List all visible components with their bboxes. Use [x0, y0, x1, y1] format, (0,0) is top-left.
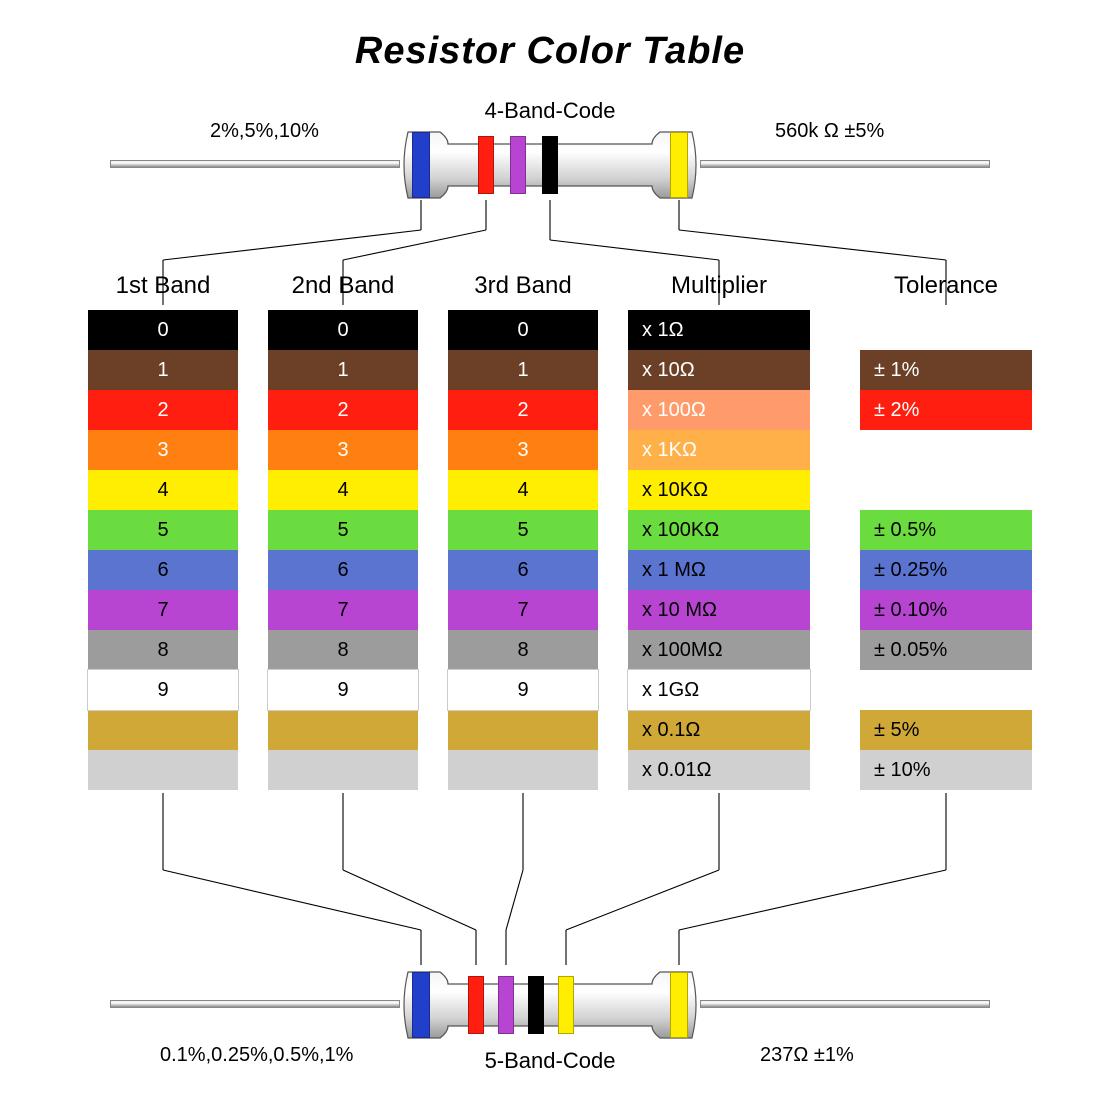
top-right-text: 560k Ω ±5% — [775, 120, 884, 143]
color-band — [478, 136, 494, 194]
column-header-b2: 2nd Band — [268, 272, 418, 300]
b2-row: 8 — [268, 630, 418, 670]
b2-row — [268, 750, 418, 790]
tolerance-row: ± 0.25% — [860, 550, 1032, 590]
column-header-mult: Multiplier — [628, 272, 810, 300]
color-band — [542, 136, 558, 194]
b2-row: 9 — [268, 670, 418, 710]
b3-row — [448, 750, 598, 790]
b1-row — [88, 710, 238, 750]
b1-row: 8 — [88, 630, 238, 670]
column-header-b1: 1st Band — [88, 272, 238, 300]
b3-row: 8 — [448, 630, 598, 670]
mult-row: x 10Ω — [628, 350, 810, 390]
color-band — [510, 136, 526, 194]
tolerance-row: ± 0.10% — [860, 590, 1032, 630]
lead-left — [110, 160, 400, 168]
mult-row: x 100KΩ — [628, 510, 810, 550]
top-left-text: 2%,5%,10% — [210, 120, 319, 143]
b1-row: 9 — [88, 670, 238, 710]
mult-row: x 1 MΩ — [628, 550, 810, 590]
bot-left-text: 0.1%,0.25%,0.5%,1% — [160, 1044, 353, 1067]
b2-row: 7 — [268, 590, 418, 630]
b1-row: 6 — [88, 550, 238, 590]
b2-row: 3 — [268, 430, 418, 470]
column-tol: ± 1%± 2% ± 0.5%± 0.25%± 0.10%± 0.05% ± 5%±… — [860, 310, 1032, 790]
tolerance-row: ± 10% — [860, 750, 1032, 790]
b1-row: 7 — [88, 590, 238, 630]
tolerance-row: ± 0.5% — [860, 510, 1032, 550]
b1-row: 2 — [88, 390, 238, 430]
b1-row — [88, 750, 238, 790]
column-b1: 0123456789 — [88, 310, 238, 790]
b2-row: 0 — [268, 310, 418, 350]
b3-row: 7 — [448, 590, 598, 630]
color-band — [412, 132, 430, 198]
b3-row: 9 — [448, 670, 598, 710]
mult-row: x 1Ω — [628, 310, 810, 350]
b3-row: 6 — [448, 550, 598, 590]
column-mult: x 1Ωx 10Ωx 100Ωx 1KΩx 10KΩx 100KΩx 1 MΩx… — [628, 310, 810, 790]
color-band — [670, 132, 688, 198]
b1-row: 5 — [88, 510, 238, 550]
column-header-tol: Tolerance — [860, 272, 1032, 300]
mult-row: x 1KΩ — [628, 430, 810, 470]
mult-row: x 100Ω — [628, 390, 810, 430]
tolerance-row: ± 5% — [860, 710, 1032, 750]
b2-row: 1 — [268, 350, 418, 390]
mult-row: x 0.01Ω — [628, 750, 810, 790]
bot-right-text: 237Ω ±1% — [760, 1044, 854, 1067]
b3-row: 0 — [448, 310, 598, 350]
tolerance-row: ± 2% — [860, 390, 1032, 430]
mult-row: x 0.1Ω — [628, 710, 810, 750]
resistor-body-top — [400, 130, 700, 200]
b1-row: 3 — [88, 430, 238, 470]
b1-row: 4 — [88, 470, 238, 510]
b1-row: 1 — [88, 350, 238, 390]
column-b3: 0123456789 — [448, 310, 598, 790]
b3-row: 3 — [448, 430, 598, 470]
b3-row: 1 — [448, 350, 598, 390]
tolerance-row: ± 1% — [860, 350, 1032, 390]
label-4band: 4-Band-Code — [0, 98, 1100, 124]
mult-row: x 100MΩ — [628, 630, 810, 670]
tolerance-row: ± 0.05% — [860, 630, 1032, 670]
color-band — [498, 976, 514, 1034]
color-band — [670, 972, 688, 1038]
page-title: Resistor Color Table — [0, 30, 1100, 73]
b3-row: 5 — [448, 510, 598, 550]
b3-row: 2 — [448, 390, 598, 430]
column-b2: 0123456789 — [268, 310, 418, 790]
color-band — [558, 976, 574, 1034]
b2-row — [268, 710, 418, 750]
mult-row: x 10 MΩ — [628, 590, 810, 630]
b2-row: 6 — [268, 550, 418, 590]
b3-row: 4 — [448, 470, 598, 510]
color-band — [528, 976, 544, 1034]
color-band — [468, 976, 484, 1034]
b1-row: 0 — [88, 310, 238, 350]
lead-left — [110, 1000, 400, 1008]
mult-row: x 1GΩ — [628, 670, 810, 710]
resistor-body-bot — [400, 970, 700, 1040]
column-header-b3: 3rd Band — [448, 272, 598, 300]
b2-row: 4 — [268, 470, 418, 510]
lead-right — [700, 1000, 990, 1008]
b3-row — [448, 710, 598, 750]
lead-right — [700, 160, 990, 168]
color-band — [412, 972, 430, 1038]
b2-row: 2 — [268, 390, 418, 430]
b2-row: 5 — [268, 510, 418, 550]
mult-row: x 10KΩ — [628, 470, 810, 510]
